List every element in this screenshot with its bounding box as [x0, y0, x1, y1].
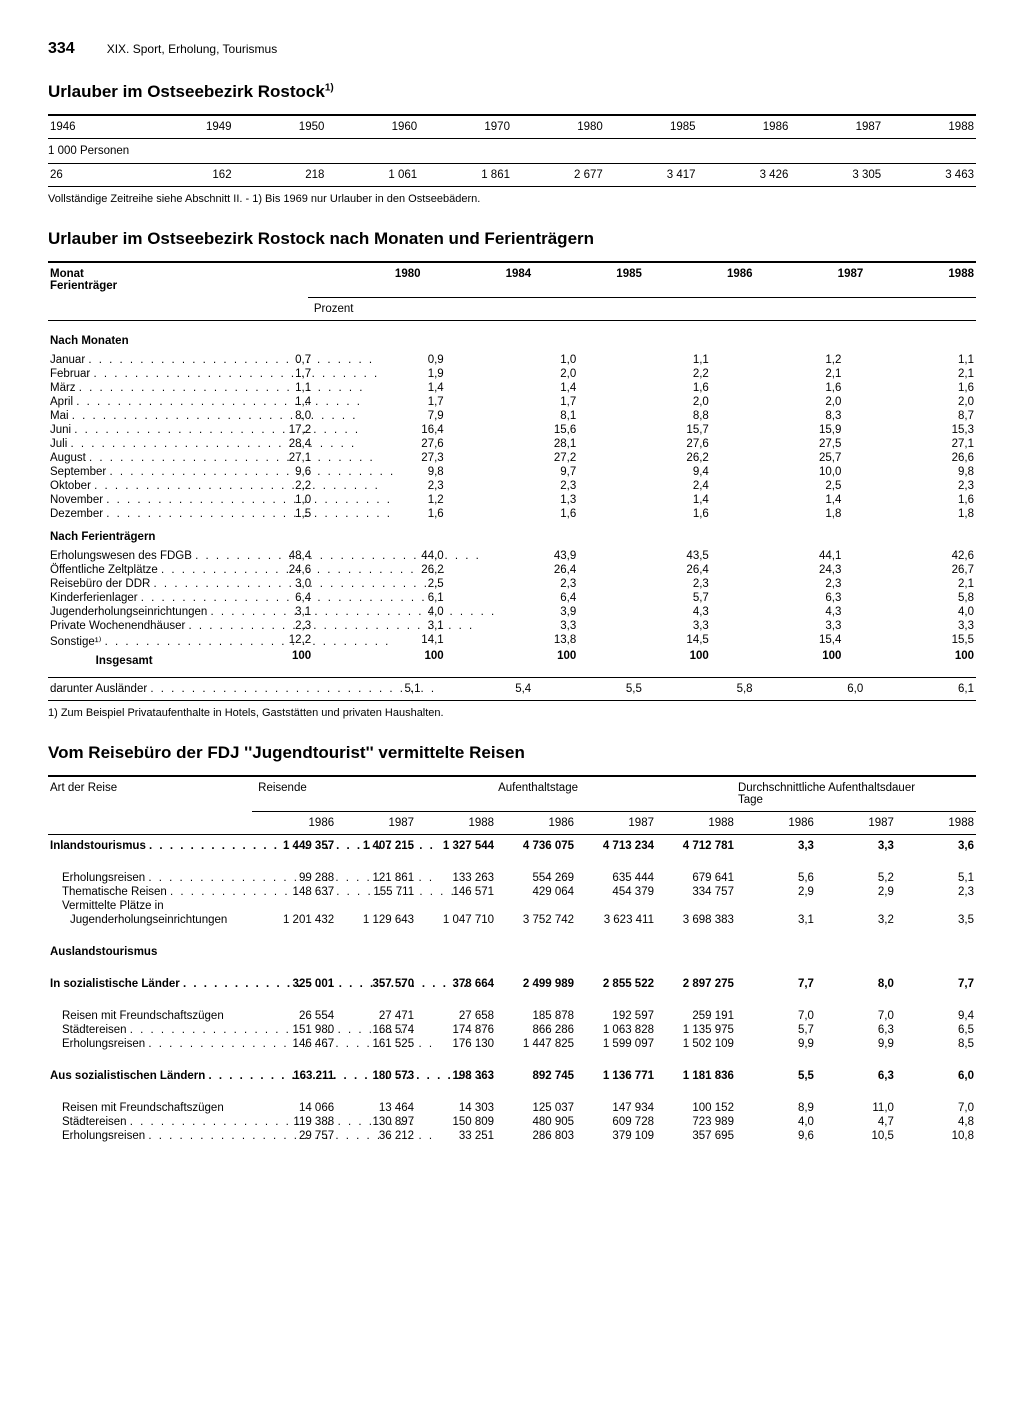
table1-unit: 1 000 Personen — [48, 143, 976, 159]
page-header: 334 XIX. Sport, Erholung, Tourismus — [48, 40, 976, 58]
page-number: 334 — [48, 40, 75, 58]
table3-body: Inlandstourismus 1 449 3571 407 2151 327… — [48, 839, 976, 1143]
table2-foreign: darunter Ausländer 5,15,45,55,86,06,1 — [48, 682, 976, 696]
table1-values: 261622181 0611 8612 6773 4173 4263 3053 … — [48, 168, 976, 182]
table3-head: Art der Reise Reisende Aufenthaltstage D… — [48, 781, 976, 807]
table1-title: Urlauber im Ostseebezirk Rostock1) — [48, 82, 976, 102]
table2-footnote: 1) Zum Beispiel Privataufenthalte in Hot… — [48, 707, 976, 719]
table1-years: 1946194919501960197019801985198619871988 — [48, 120, 976, 134]
table2-body: Nach MonatenJanuar 0,70,91,01,11,21,1Feb… — [48, 325, 976, 673]
table1-footnote: Vollständige Zeitreihe siehe Abschnitt I… — [48, 193, 976, 205]
table2-title: Urlauber im Ostseebezirk Rostock nach Mo… — [48, 229, 976, 249]
table3-title: Vom Reisebüro der FDJ ''Jugendtourist'' … — [48, 743, 976, 763]
table2: MonatFerienträger19801984198519861987198… — [48, 267, 976, 293]
chapter-title: XIX. Sport, Erholung, Tourismus — [107, 42, 278, 56]
